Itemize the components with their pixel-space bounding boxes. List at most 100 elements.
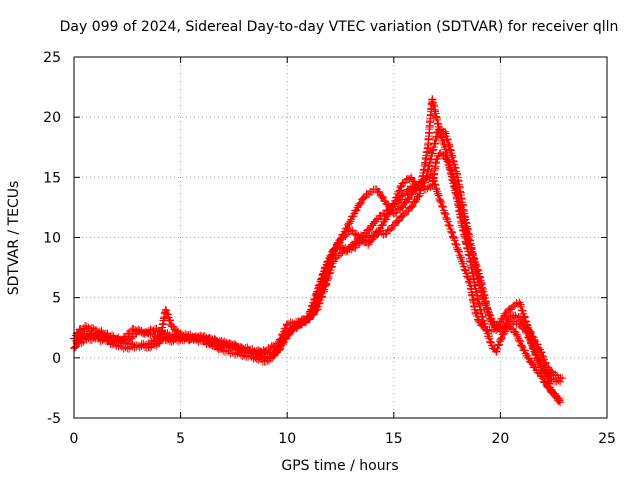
data-point <box>172 332 181 341</box>
fill-marker <box>482 301 491 310</box>
fill-marker <box>464 273 473 282</box>
fill-marker <box>537 348 546 357</box>
fill-marker <box>481 299 490 308</box>
fill-marker <box>351 206 360 215</box>
fill-marker <box>239 344 248 353</box>
fill-marker <box>497 333 506 342</box>
fill-marker <box>434 191 443 200</box>
data-point <box>498 327 507 336</box>
fill-marker <box>318 292 327 301</box>
fill-marker <box>378 192 387 201</box>
fill-marker <box>81 321 90 330</box>
fill-marker <box>531 349 540 358</box>
data-point <box>330 245 339 254</box>
fill-marker <box>480 297 489 306</box>
fill-marker <box>276 335 285 344</box>
fill-marker <box>94 332 103 341</box>
fill-marker <box>317 275 326 284</box>
fill-marker <box>448 229 457 238</box>
data-point <box>496 335 505 344</box>
fill-marker <box>525 354 534 363</box>
fill-marker <box>137 341 146 350</box>
fill-marker <box>471 308 480 317</box>
fill-marker <box>440 208 449 217</box>
fill-marker <box>538 351 547 360</box>
x-axis-label: GPS time / hours <box>281 458 398 474</box>
fill-marker <box>424 182 433 191</box>
fill-marker <box>322 279 331 288</box>
y-tick-label: 15 <box>43 170 61 186</box>
fill-marker <box>493 323 502 332</box>
fill-marker <box>423 184 432 193</box>
fill-marker <box>132 342 141 351</box>
fill-marker <box>248 345 257 354</box>
fill-marker <box>455 251 464 260</box>
fill-marker <box>450 236 459 245</box>
fill-marker <box>461 266 470 275</box>
fill-marker <box>530 347 539 356</box>
fill-marker <box>489 318 498 327</box>
fill-marker <box>442 213 451 222</box>
fill-marker <box>493 341 502 350</box>
fill-marker <box>314 299 323 308</box>
x-tick-label: 5 <box>176 431 185 447</box>
fill-marker <box>188 332 197 341</box>
fill-marker <box>336 235 345 244</box>
data-point <box>257 347 266 356</box>
fill-marker <box>120 334 129 343</box>
fill-marker <box>328 262 337 271</box>
fill-marker <box>317 293 326 302</box>
fill-marker <box>551 370 560 379</box>
fill-marker <box>484 332 493 341</box>
fill-marker <box>554 394 563 403</box>
fill-marker <box>444 217 453 226</box>
fill-marker <box>512 330 521 339</box>
fill-marker <box>527 329 536 338</box>
fill-marker <box>116 341 125 350</box>
fill-marker <box>277 330 286 339</box>
data-point <box>536 347 545 356</box>
fill-marker <box>444 220 453 229</box>
fill-marker <box>179 331 188 340</box>
fill-marker <box>323 276 332 285</box>
fill-marker <box>501 322 510 331</box>
data-layer <box>70 95 567 407</box>
fill-marker <box>322 280 331 289</box>
fill-marker <box>77 338 86 347</box>
fill-marker <box>493 344 502 353</box>
fill-marker <box>244 349 253 358</box>
fill-marker <box>454 247 463 256</box>
y-tick-label: 5 <box>52 291 61 307</box>
data-point <box>558 374 567 383</box>
fill-marker <box>556 373 565 382</box>
data-point <box>513 332 522 341</box>
data-point <box>530 335 539 344</box>
fill-marker <box>341 232 350 241</box>
fill-marker <box>417 183 426 192</box>
fill-marker <box>502 318 511 327</box>
fill-marker <box>482 304 491 313</box>
fill-marker <box>121 343 130 352</box>
fill-marker <box>369 219 378 228</box>
data-point <box>123 344 132 353</box>
fill-marker <box>166 316 175 325</box>
fill-marker <box>311 291 320 300</box>
fill-marker <box>404 195 413 204</box>
fill-marker <box>260 354 269 363</box>
y-tick-label: -5 <box>47 411 61 427</box>
fill-marker <box>488 317 497 326</box>
fill-marker <box>345 219 354 228</box>
fill-marker <box>259 345 268 354</box>
fill-marker <box>517 341 526 350</box>
fill-marker <box>454 246 463 255</box>
fill-marker <box>447 227 456 236</box>
data-point <box>528 341 537 350</box>
fill-marker <box>277 334 286 343</box>
fill-marker <box>318 270 327 279</box>
fill-marker <box>450 234 459 243</box>
fill-marker <box>70 343 79 352</box>
data-point <box>274 339 283 348</box>
fill-marker <box>325 269 334 278</box>
fill-marker <box>314 302 323 311</box>
